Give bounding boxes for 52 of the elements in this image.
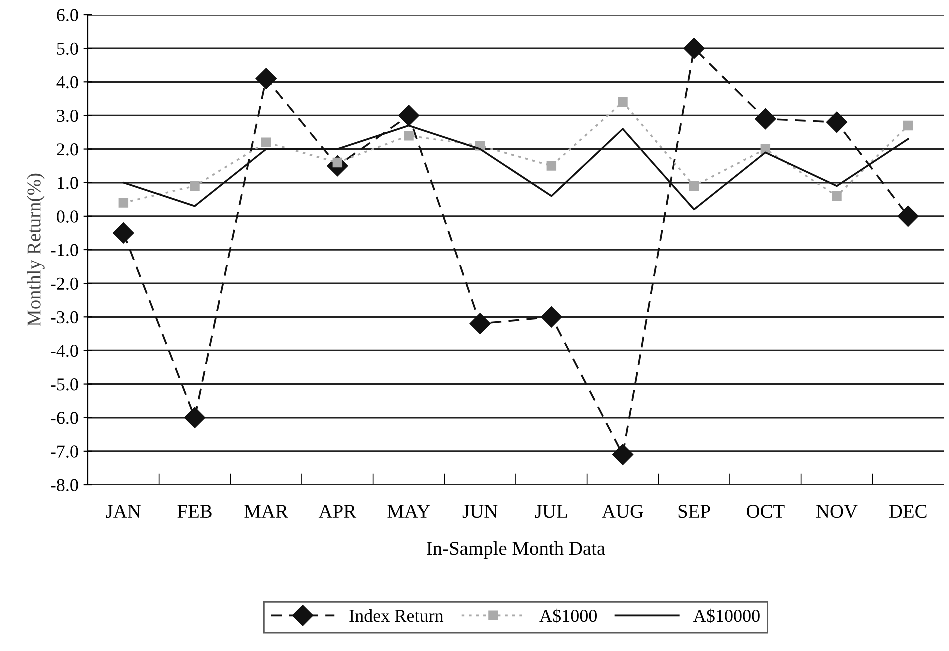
point <box>903 120 914 131</box>
point <box>546 161 557 171</box>
x-tick-label: JAN <box>106 505 142 518</box>
x-tick-label: MAR <box>244 505 288 518</box>
point <box>470 313 491 334</box>
x-tick-label: SEP <box>678 505 710 518</box>
y-tick-label: 1.0 <box>58 177 78 190</box>
y-tick-label: 0.0 <box>57 210 78 223</box>
x-tick-label: AUG <box>602 505 644 518</box>
point <box>541 306 562 328</box>
x-tick-label: DEC <box>889 505 927 518</box>
point <box>256 68 277 90</box>
point <box>826 112 848 133</box>
x-tick-label: NOV <box>816 505 858 518</box>
point <box>755 108 776 130</box>
point <box>618 97 628 108</box>
x-tick-label: JUL <box>535 505 568 518</box>
x-tick-label: OCT <box>747 505 785 518</box>
y-tick-label: -1.0 <box>51 244 78 257</box>
point <box>689 181 700 192</box>
y-tick-label: 5.0 <box>57 42 78 56</box>
point <box>184 407 206 428</box>
y-tick-label: -3.0 <box>51 311 78 324</box>
y-axis-title: Monthly Return(%) <box>27 174 45 326</box>
x-tick-label: MAY <box>388 505 430 518</box>
legend-label: A$1000 <box>540 608 597 624</box>
legend-label: Index Return <box>350 609 444 622</box>
y-tick-label: -8.0 <box>51 479 78 492</box>
y-tick-label: -5.0 <box>51 378 78 391</box>
x-axis-title: In-Sample Month Data <box>427 542 606 560</box>
y-tick-label: 6.0 <box>57 9 78 22</box>
point <box>113 222 134 244</box>
y-tick-label: 3.0 <box>57 110 78 122</box>
point <box>898 206 919 227</box>
y-tick-label: 4.0 <box>56 76 78 89</box>
point <box>261 138 272 148</box>
x-tick-label: JUN <box>462 505 498 518</box>
x-tick-label: FEB <box>178 505 212 518</box>
y-tick-label: -7.0 <box>51 446 78 458</box>
y-tick-label: 2.0 <box>57 144 78 156</box>
y-tick-label: -2.0 <box>51 278 78 290</box>
x-tick-label: APR <box>318 505 357 518</box>
legend-label: A$10000 <box>694 608 760 624</box>
point <box>118 198 129 208</box>
y-tick-label: -4.0 <box>51 344 78 358</box>
point <box>832 191 842 202</box>
point <box>190 181 200 192</box>
y-tick-label: -6.0 <box>51 412 78 424</box>
point <box>398 105 420 126</box>
point <box>684 38 705 60</box>
point <box>404 130 414 141</box>
point <box>612 444 634 466</box>
